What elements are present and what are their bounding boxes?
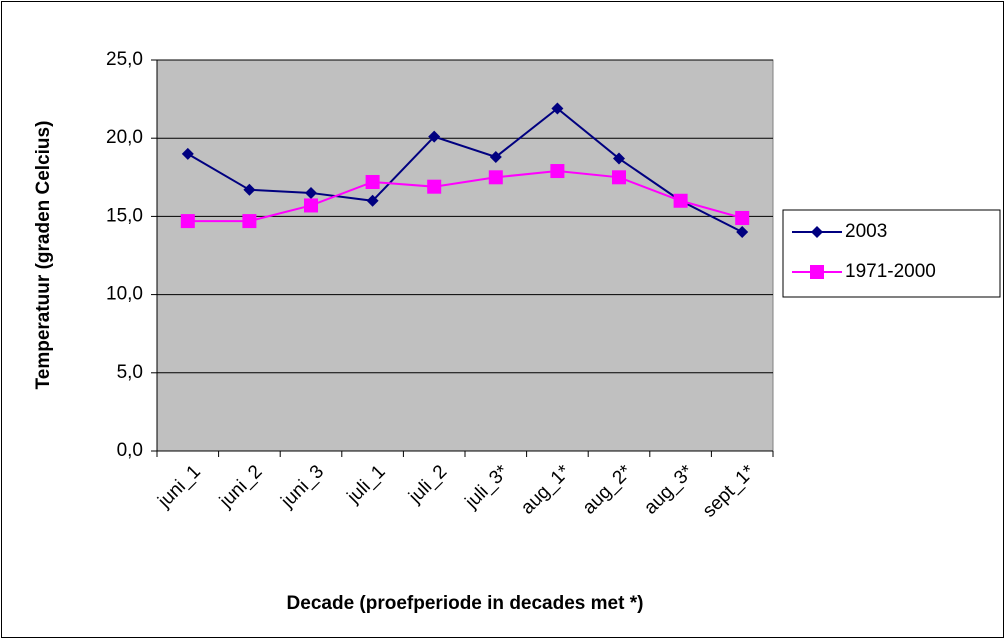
y-tick-label: 20,0: [106, 127, 143, 148]
data-point: [735, 210, 750, 225]
y-tick-label: 25,0: [106, 49, 143, 70]
y-axis-label: Temperatuur (graden Celcius): [33, 121, 54, 390]
data-point: [181, 147, 194, 160]
data-point: [304, 198, 318, 213]
data-point: [551, 102, 564, 115]
data-point: [489, 150, 502, 163]
plot-area: [156, 59, 774, 452]
data-point: [612, 170, 626, 185]
data-point: [305, 186, 317, 199]
data-point: [613, 152, 625, 165]
legend-label: 2003: [845, 221, 887, 242]
data-point: [550, 164, 565, 179]
data-point: [428, 130, 441, 143]
legend-label: 1971-2000: [845, 261, 936, 282]
legend-marker: [810, 265, 824, 279]
y-tick-label: 10,0: [106, 284, 143, 305]
y-tick-label: 0,0: [117, 440, 143, 461]
series-line: [187, 170, 743, 223]
data-point: [180, 214, 195, 229]
x-axis-label: Decade (proefperiode in decades met *): [287, 593, 644, 614]
y-tick-label: 5,0: [117, 362, 143, 383]
data-point: [365, 174, 380, 189]
data-point: [488, 170, 503, 185]
legend-marker: [811, 226, 823, 238]
data-point: [366, 194, 379, 207]
series-line: [187, 107, 743, 233]
legend: [782, 209, 1001, 298]
data-point: [736, 226, 749, 239]
data-point: [427, 179, 442, 194]
data-point: [242, 214, 257, 229]
data-point: [673, 193, 688, 208]
data-point: [243, 183, 256, 196]
y-tick-label: 15,0: [106, 205, 143, 226]
